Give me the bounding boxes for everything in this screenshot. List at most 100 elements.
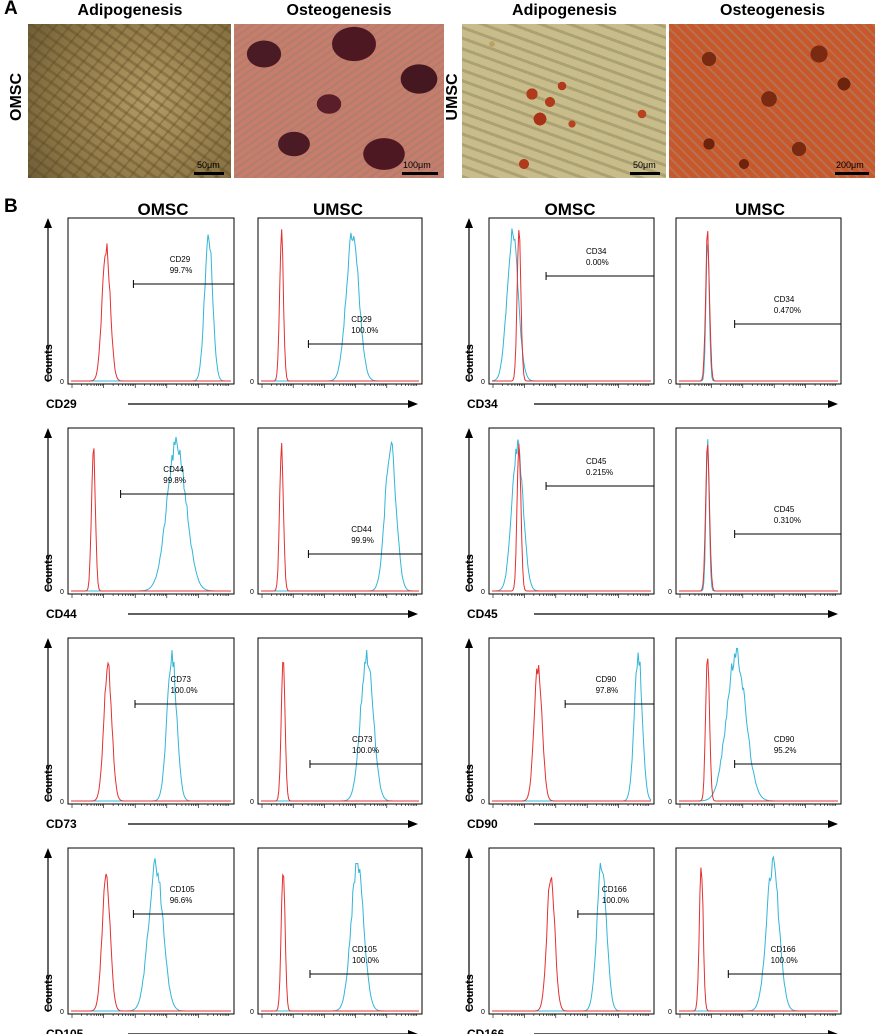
y-arrow-head (44, 638, 52, 648)
y-arrow-head (44, 218, 52, 228)
y-arrow-head (44, 848, 52, 858)
stained-histogram (679, 439, 838, 592)
x-arrow-head (408, 610, 418, 618)
y-zero-label: 0 (481, 589, 485, 596)
umsc-adipogenesis-title: Adipogenesis (512, 2, 617, 19)
plot-frame (257, 637, 423, 805)
control-histogram (261, 442, 419, 592)
gate-percentage: 0.470% (774, 306, 801, 315)
histogram-cd105-umsc: CD105 100.0% 0 (250, 847, 423, 1018)
gate-label: CD105 (352, 945, 377, 954)
plot-frame (488, 427, 655, 595)
histogram-cd45-umsc: CD45 0.310% 0 (668, 427, 842, 598)
gate-label: CD44 (163, 465, 184, 474)
plot-frame (488, 217, 655, 385)
scale-bar-label: 50μm (633, 160, 656, 170)
control-histogram (679, 231, 838, 382)
column-header-omsc: OMSC (137, 200, 189, 219)
scale-bar-line (194, 172, 224, 175)
panel-a-letter: A (4, 0, 18, 19)
gate-label: CD29 (351, 315, 372, 324)
marker-label: CD29 (46, 397, 77, 411)
y-arrow-head (465, 218, 473, 228)
y-zero-label: 0 (60, 1009, 64, 1016)
y-axis-label: Counts (464, 344, 476, 382)
control-histogram (679, 658, 838, 802)
gate-percentage: 100.0% (351, 326, 378, 335)
gate-percentage: 0.00% (586, 258, 609, 267)
stained-histogram (71, 234, 231, 382)
gate-label: CD44 (351, 525, 372, 534)
histogram-cd73-umsc: CD73 100.0% 0 (250, 637, 423, 808)
stained-histogram (71, 650, 231, 802)
panel-b-letter: B (4, 196, 18, 217)
stained-histogram (491, 228, 651, 382)
y-axis-label: Counts (43, 344, 55, 382)
histogram-cd90-omsc: CD90 97.8% 0 Counts CD90 (464, 637, 838, 831)
gate-percentage: 95.2% (774, 746, 797, 755)
marker-label: CD45 (467, 607, 498, 621)
plot-frame (67, 427, 235, 595)
column-header-umsc: UMSC (734, 200, 786, 219)
plot-frame (675, 217, 842, 385)
y-arrow-head (465, 848, 473, 858)
plot-frame (257, 847, 423, 1015)
plot-frame (257, 427, 423, 595)
control-histogram (492, 877, 651, 1012)
gate-label: CD73 (352, 735, 373, 744)
scale-bar: 50μm (628, 160, 664, 178)
plot-frame (488, 637, 655, 805)
x-arrow-head (408, 1030, 418, 1034)
gate-percentage: 99.8% (163, 476, 186, 485)
control-histogram (261, 661, 419, 802)
y-zero-label: 0 (668, 379, 672, 386)
scale-bar-line (630, 172, 660, 175)
column-header-omsc: OMSC (544, 200, 596, 219)
y-zero-label: 0 (668, 1009, 672, 1016)
control-histogram (679, 867, 838, 1012)
x-arrow-head (828, 610, 838, 618)
gate-percentage: 100.0% (771, 956, 798, 965)
y-zero-label: 0 (60, 589, 64, 596)
plot-frame (675, 427, 842, 595)
plot-frame (67, 217, 235, 385)
omsc-osteogenesis-title: Osteogenesis (286, 2, 392, 19)
stained-histogram (261, 232, 419, 382)
histogram-cd44-umsc: CD44 99.9% 0 (250, 427, 423, 598)
scale-bar-line (402, 172, 438, 175)
control-histogram (71, 661, 231, 802)
scale-bar-label: 200μm (836, 160, 864, 170)
umsc-osteogenesis-title: Osteogenesis (720, 2, 825, 19)
omsc-osteogenesis-image (234, 24, 444, 178)
stained-histogram (261, 440, 419, 592)
y-zero-label: 0 (668, 589, 672, 596)
stained-histogram (492, 862, 651, 1012)
control-histogram (71, 448, 231, 592)
y-zero-label: 0 (481, 379, 485, 386)
gate-label: CD34 (774, 295, 795, 304)
histogram-cd90-umsc: CD90 95.2% 0 (668, 637, 842, 808)
y-zero-label: 0 (250, 799, 254, 806)
gate-percentage: 97.8% (596, 686, 619, 695)
y-zero-label: 0 (481, 799, 485, 806)
plot-frame (67, 637, 235, 805)
scale-bar-line (835, 172, 869, 175)
control-histogram (492, 443, 651, 592)
gate-percentage: 0.310% (774, 516, 801, 525)
y-axis-label: Counts (43, 974, 55, 1012)
stained-histogram (492, 652, 652, 802)
gate-label: CD105 (170, 885, 195, 894)
gate-label: CD90 (774, 735, 795, 744)
plot-frame (67, 847, 235, 1015)
stained-histogram (679, 244, 838, 382)
histogram-cd166-omsc: CD166 100.0% 0 Counts CD166 (464, 847, 838, 1034)
histogram-cd34-omsc: CD34 0.00% 0 Counts CD34 (464, 217, 838, 411)
scale-bar: 200μm (833, 160, 873, 178)
gate-percentage: 100.0% (602, 896, 629, 905)
gate-percentage: 100.0% (352, 746, 379, 755)
x-arrow-head (828, 1030, 838, 1034)
marker-label: CD73 (46, 817, 77, 831)
gate-label: CD166 (771, 945, 796, 954)
y-axis-label: Counts (43, 764, 55, 802)
